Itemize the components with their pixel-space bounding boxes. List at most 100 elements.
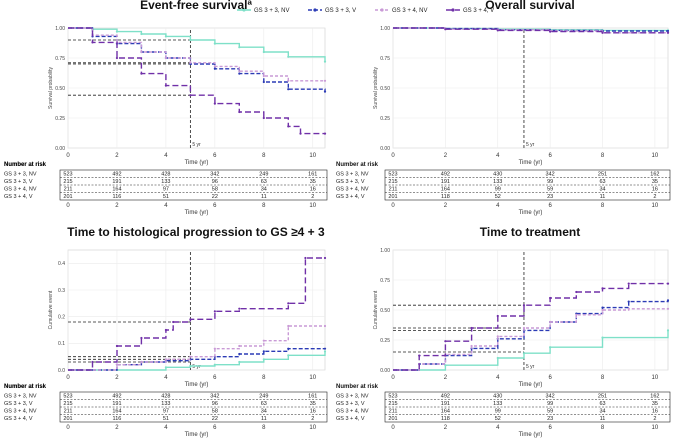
series-point [522, 326, 526, 330]
risk-value: 2 [311, 416, 314, 422]
risk-value: 201 [63, 416, 72, 422]
series-point [238, 307, 241, 310]
x-tick-label: 2 [115, 153, 119, 159]
risk-value: 251 [598, 394, 607, 400]
risk-value: 133 [161, 179, 170, 185]
risk-x-tick: 0 [66, 203, 70, 209]
risk-value: 34 [599, 409, 605, 415]
risk-x-tick: 10 [309, 203, 316, 209]
risk-value: 211 [64, 409, 73, 415]
risk-value: 2 [311, 194, 314, 200]
risk-value: 492 [441, 172, 450, 178]
x-tick-label: 6 [548, 375, 552, 381]
series-point [115, 56, 119, 60]
x-tick-label: 4 [164, 153, 168, 159]
series-point [601, 336, 604, 339]
risk-value: 97 [163, 187, 169, 193]
series-point [213, 347, 216, 350]
series-point [213, 65, 216, 68]
risk-table-title: Number at risk [4, 384, 47, 390]
chart-panel-2: Overall survival 0.00 0.25 0.50 0.75 1.00 0 2 4 6… [4, 0, 671, 216]
risk-x-tick: 2 [444, 425, 448, 431]
y-tick-label: 0.50 [55, 86, 65, 92]
series-point [262, 358, 265, 361]
risk-value: 523 [63, 172, 72, 178]
risk-value: 191 [112, 179, 121, 185]
risk-x-tick: 2 [115, 425, 119, 431]
series-point [287, 55, 290, 58]
y-tick-label: 0.25 [380, 338, 390, 344]
series-point [496, 356, 499, 360]
risk-value: 161 [308, 172, 317, 178]
series-point [189, 318, 192, 321]
risk-value: 11 [261, 416, 267, 422]
series-point [666, 31, 670, 34]
series-point [418, 354, 421, 357]
risk-value: 58 [212, 409, 218, 415]
risk-value: 22 [212, 416, 218, 422]
series-point [575, 290, 578, 294]
series-point [262, 116, 265, 120]
risk-value: 428 [161, 394, 170, 400]
series-point [140, 72, 143, 75]
series-point [140, 50, 143, 54]
chart-title: Event-free survivalª [140, 0, 252, 12]
risk-value: 35 [310, 401, 316, 407]
risk-value: 34 [261, 409, 267, 415]
risk-table-title: Number at risk [4, 384, 47, 390]
risk-value: 133 [493, 179, 502, 185]
series-point [496, 335, 499, 338]
y-tick-label: 0.75 [380, 278, 390, 284]
risk-value: 523 [388, 172, 397, 178]
risk-value: 97 [163, 409, 169, 415]
x-tick-label: 6 [548, 153, 552, 159]
risk-row-label: GS 3 + 3, NV [336, 172, 369, 178]
x-tick-label: 2 [444, 153, 448, 159]
risk-x-tick: 8 [262, 203, 266, 209]
series-point [323, 132, 327, 135]
risk-row-label: GS 3 + 3, V [4, 179, 33, 185]
series-line [68, 351, 326, 371]
risk-value: 96 [212, 179, 218, 185]
series-point [140, 32, 143, 36]
series-point [238, 352, 241, 356]
series-point [115, 344, 119, 348]
risk-x-tick: 4 [496, 203, 500, 209]
risk-value: 215 [388, 401, 397, 407]
risk-value: 201 [63, 194, 72, 200]
y-tick-label: 1.00 [380, 248, 390, 254]
risk-value: 35 [652, 401, 658, 407]
risk-x-tick: 2 [444, 203, 448, 209]
risk-value: 51 [163, 416, 169, 422]
risk-x-tick: 6 [213, 425, 217, 431]
risk-value: 99 [495, 409, 501, 415]
series-point [601, 31, 604, 34]
series-point [666, 282, 670, 285]
series-point [140, 360, 143, 364]
risk-value: 251 [598, 172, 607, 178]
series-point [323, 350, 327, 353]
risk-value: 22 [212, 194, 218, 200]
risk-x-tick: 10 [309, 425, 316, 431]
y-tick-label: 0.1 [58, 341, 65, 347]
chart-title: Time to histological progression to GS ≥… [67, 225, 325, 239]
y-tick-label: 0.3 [58, 288, 65, 294]
risk-value: 118 [441, 416, 450, 422]
risk-row-label: GS 3 + 4, V [4, 194, 33, 200]
series-point [287, 354, 290, 357]
risk-x-tick: 0 [391, 425, 395, 431]
series-line [68, 348, 325, 371]
series-point [666, 29, 670, 33]
series-point [444, 28, 447, 31]
x-axis-label: Time (yr) [519, 382, 543, 388]
series-point [164, 328, 168, 332]
series-point [666, 299, 670, 302]
x-tick-label: 4 [164, 375, 168, 381]
series-point [164, 358, 168, 361]
y-tick-label: 0.00 [380, 146, 390, 152]
risk-row-label: GS 3 + 4, NV [4, 187, 37, 193]
series-point [666, 307, 670, 310]
risk-value: 23 [547, 416, 553, 422]
risk-value: 2 [653, 416, 656, 422]
series-point [627, 282, 630, 285]
